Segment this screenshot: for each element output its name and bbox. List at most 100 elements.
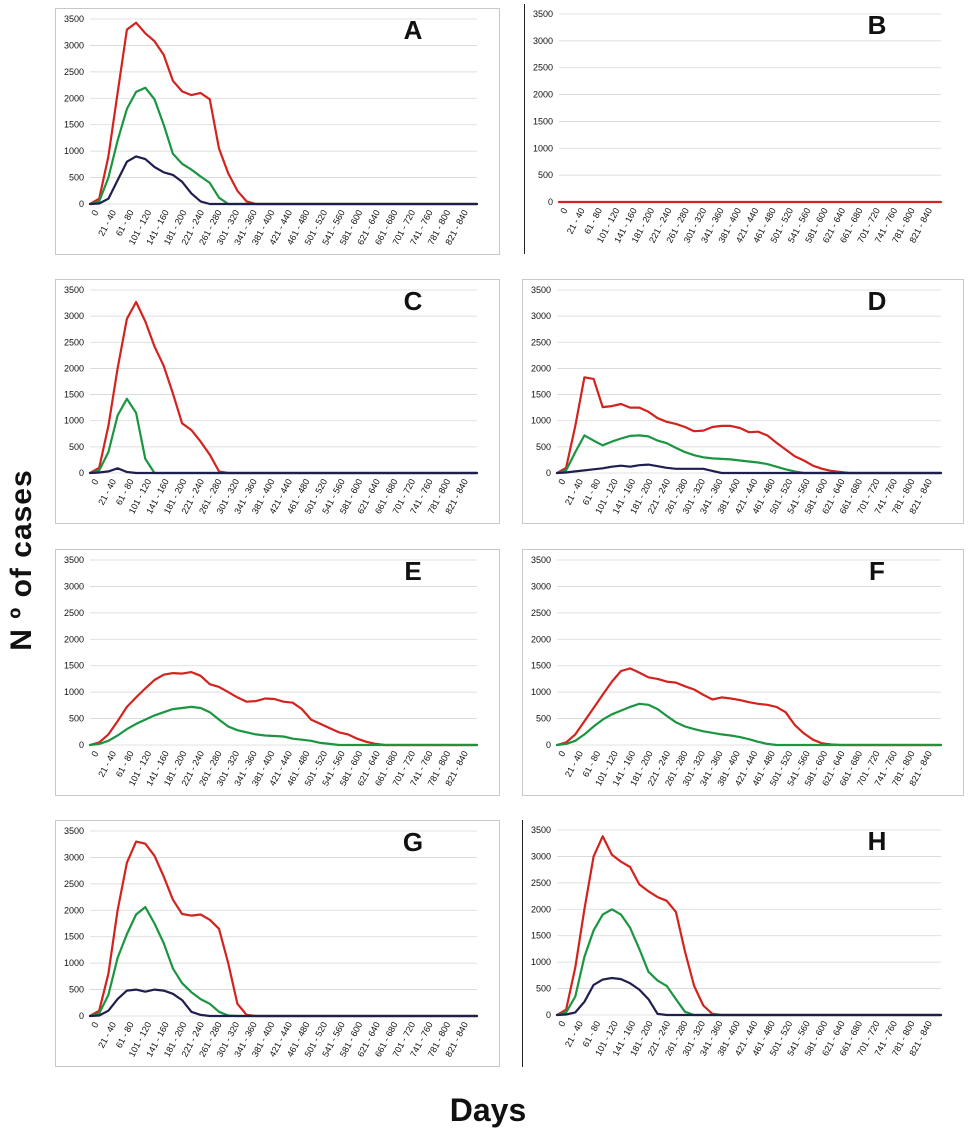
y-tick-label-b-6: 3000: [533, 36, 553, 46]
y-tick-label-g-6: 3000: [64, 852, 84, 862]
series-line-g-green: [88, 905, 479, 1018]
y-tick-label-c-0: 0: [79, 468, 84, 478]
y-tick-label-c-3: 1500: [64, 390, 84, 400]
y-tick-label-e-6: 3000: [64, 581, 84, 591]
y-axis-label: N º of cases: [5, 469, 38, 651]
y-tick-label-e-0: 0: [79, 740, 84, 750]
panel-letter-a: A: [404, 15, 423, 45]
y-tick-label-b-4: 2000: [533, 90, 553, 100]
series-line-e-green: [88, 705, 479, 747]
y-tick-label-b-1: 500: [538, 170, 553, 180]
y-tick-label-g-7: 3500: [64, 826, 84, 836]
y-tick-label-d-2: 1000: [531, 416, 551, 426]
chart-panel-e: 0 500 1000 1500 2000 2500 3000 3500 0 21 - 40 61 -…: [55, 549, 500, 796]
y-tick-label-h-1: 500: [536, 984, 551, 994]
panel-letter-g: G: [403, 827, 423, 857]
series-line-e-red: [88, 670, 479, 747]
y-tick-label-g-1: 500: [69, 985, 84, 995]
series-line-f-green: [555, 702, 943, 747]
y-tick-label-a-2: 1000: [64, 146, 84, 156]
series-line-d-red: [555, 376, 943, 475]
y-tick-label-e-1: 500: [69, 714, 84, 724]
y-tick-label-a-4: 2000: [64, 93, 84, 103]
y-tick-label-f-5: 2500: [531, 608, 551, 618]
y-tick-label-h-0: 0: [546, 1010, 551, 1020]
chart-panel-c: 0 500 1000 1500 2000 2500 3000 3500 0 21 - 40 61 -…: [55, 279, 500, 524]
panel-letter-h: H: [868, 826, 887, 856]
series-line-c-red: [88, 300, 479, 475]
y-tick-label-b-7: 3500: [533, 9, 553, 19]
y-tick-label-a-5: 2500: [64, 67, 84, 77]
y-tick-label-b-2: 1000: [533, 143, 553, 153]
y-tick-label-d-6: 3000: [531, 311, 551, 321]
y-tick-label-g-4: 2000: [64, 905, 84, 915]
x-axis-label: Days: [449, 1092, 527, 1128]
panel-letter-f: F: [869, 556, 885, 586]
series-line-c-navy: [88, 467, 479, 475]
y-tick-label-g-0: 0: [79, 1011, 84, 1021]
y-tick-label-g-3: 1500: [64, 932, 84, 942]
y-tick-label-f-1: 500: [536, 714, 551, 724]
y-tick-label-c-6: 3000: [64, 311, 84, 321]
y-tick-label-b-0: 0: [548, 197, 553, 207]
x-tick-label-h-0: 0: [556, 1019, 567, 1028]
y-tick-label-f-6: 3000: [531, 581, 551, 591]
x-tick-label-d-0: 0: [556, 477, 567, 486]
y-tick-label-a-3: 1500: [64, 120, 84, 130]
panel-letter-d: D: [868, 286, 887, 316]
y-tick-label-f-3: 1500: [531, 661, 551, 671]
y-tick-label-d-3: 1500: [531, 390, 551, 400]
chart-panel-d: 0 500 1000 1500 2000 2500 3000 3500 0 21 - 40 61 -…: [522, 279, 964, 524]
x-tick-label-e-0: 0: [89, 749, 100, 758]
chart-panel-a: 0 500 1000 1500 2000 2500 3000 3500 0 21 - 40 61 -…: [55, 8, 500, 255]
y-tick-label-g-5: 2500: [64, 879, 84, 889]
y-tick-label-a-1: 500: [69, 173, 84, 183]
y-tick-label-c-1: 500: [69, 442, 84, 452]
series-line-a-red: [88, 21, 479, 206]
panel-letter-b: B: [868, 10, 887, 40]
x-tick-label-c-0: 0: [89, 477, 100, 486]
y-tick-label-f-4: 2000: [531, 634, 551, 644]
y-tick-label-b-5: 2500: [533, 63, 553, 73]
y-tick-label-f-7: 3500: [531, 555, 551, 565]
chart-panel-f: 0 500 1000 1500 2000 2500 3000 3500 0 21 - 40 61 -…: [522, 549, 964, 796]
y-tick-label-f-0: 0: [546, 740, 551, 750]
y-tick-label-e-7: 3500: [64, 555, 84, 565]
y-tick-label-a-7: 3500: [64, 14, 84, 24]
panel-letter-c: C: [404, 286, 423, 316]
y-tick-label-h-3: 1500: [531, 931, 551, 941]
series-line-d-navy: [555, 463, 943, 475]
y-tick-label-d-0: 0: [546, 468, 551, 478]
y-tick-label-d-1: 500: [536, 442, 551, 452]
chart-panel-b: 0 500 1000 1500 2000 2500 3000 3500 0 21 - 40 61 -…: [524, 4, 964, 254]
y-tick-label-c-5: 2500: [64, 337, 84, 347]
y-tick-label-e-4: 2000: [64, 634, 84, 644]
y-tick-label-d-4: 2000: [531, 363, 551, 373]
chart-panel-g: 0 500 1000 1500 2000 2500 3000 3500 0 21 - 40 61 -…: [55, 820, 500, 1067]
y-tick-label-d-5: 2500: [531, 337, 551, 347]
y-tick-label-h-4: 2000: [531, 904, 551, 914]
y-tick-label-e-3: 1500: [64, 661, 84, 671]
y-tick-label-g-2: 1000: [64, 958, 84, 968]
y-tick-label-h-6: 3000: [531, 851, 551, 861]
y-tick-label-h-5: 2500: [531, 878, 551, 888]
series-line-g-navy: [88, 988, 479, 1018]
y-tick-label-a-6: 3000: [64, 40, 84, 50]
y-tick-label-d-7: 3500: [531, 285, 551, 295]
y-tick-label-h-2: 1000: [531, 957, 551, 967]
x-tick-label-a-0: 0: [89, 208, 100, 217]
series-line-c-green: [88, 397, 479, 475]
series-line-h-navy: [555, 976, 943, 1017]
panel-letter-e: E: [404, 556, 421, 586]
series-line-f-red: [555, 667, 943, 747]
y-tick-label-b-3: 1500: [533, 116, 553, 126]
y-tick-label-a-0: 0: [79, 199, 84, 209]
